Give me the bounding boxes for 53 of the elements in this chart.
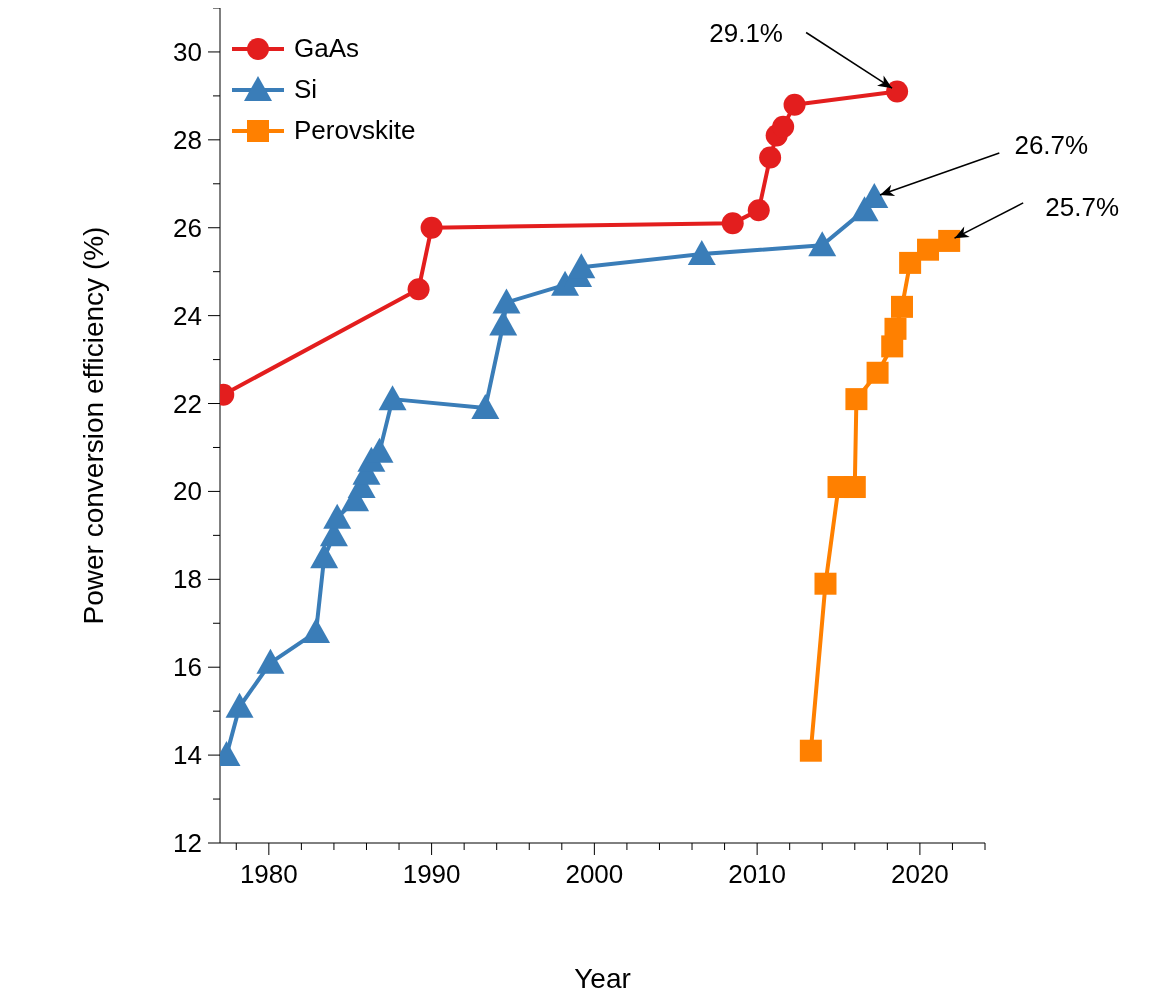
x-axis-title: Year [574, 963, 631, 994]
point [310, 543, 339, 569]
x-tick-label: 1980 [239, 859, 298, 889]
point [808, 231, 837, 257]
y-tick-label: 18 [173, 564, 202, 595]
point [884, 317, 907, 340]
y-tick-label: 28 [173, 124, 202, 155]
annotation: 25.7% [1045, 191, 1120, 222]
point [917, 238, 940, 261]
point [866, 361, 889, 384]
point [420, 216, 443, 239]
point [814, 572, 837, 595]
point [886, 80, 909, 103]
point [256, 648, 285, 674]
point [721, 212, 744, 235]
point [489, 310, 518, 336]
annotation: 26.7% [1014, 129, 1089, 160]
point [471, 393, 500, 419]
point [407, 278, 430, 301]
point [890, 295, 913, 318]
point [845, 388, 868, 411]
point [783, 93, 806, 116]
y-tick-label: 14 [173, 740, 202, 771]
point [938, 229, 961, 252]
legend-label: Perovskite [294, 115, 416, 146]
y-tick-label: 16 [173, 652, 202, 683]
y-tick-label: 12 [173, 828, 202, 858]
point [378, 385, 407, 411]
x-tick-label: 2000 [565, 859, 624, 889]
point [899, 251, 922, 274]
legend-label: GaAs [294, 33, 360, 64]
y-tick-label: 20 [173, 476, 202, 507]
x-tick-label: 2020 [890, 859, 949, 889]
point [759, 146, 782, 169]
x-tick-label: 1990 [402, 859, 461, 889]
y-tick-label: 26 [173, 212, 202, 243]
point [772, 115, 795, 138]
point [687, 240, 716, 266]
point [492, 288, 521, 314]
x-tick-label: 2010 [728, 859, 787, 889]
y-axis-title: Power conversion efficiency (%) [77, 226, 109, 625]
point [843, 476, 866, 499]
point [799, 739, 822, 762]
point [567, 253, 596, 279]
y-tick-label: 24 [173, 300, 202, 331]
annotation: 29.1% [709, 17, 783, 48]
point [323, 503, 352, 529]
y-tick-label: 22 [173, 388, 202, 419]
point [302, 618, 331, 644]
point [747, 199, 770, 222]
point [225, 692, 254, 718]
y-tick-label: 30 [173, 36, 202, 67]
legend-label: Si [294, 74, 318, 105]
